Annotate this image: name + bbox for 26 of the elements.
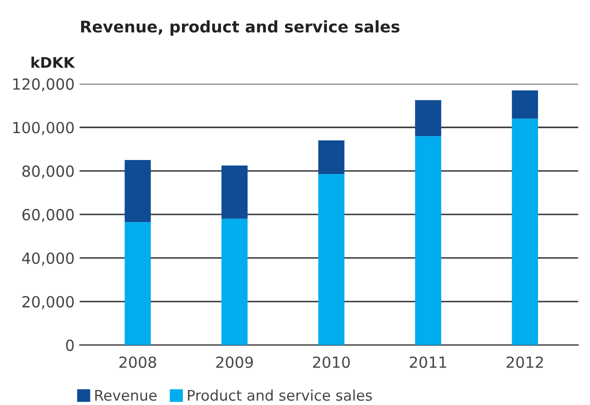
x-tick-label: 2010 xyxy=(313,356,350,368)
x-tick-label: 2008 xyxy=(119,356,156,368)
bar xyxy=(221,165,248,219)
y-tick-label: 80,000 xyxy=(22,165,74,178)
legend-label: Product and service sales xyxy=(188,390,372,401)
y-axis-title: kDKK xyxy=(31,56,76,68)
bar xyxy=(415,100,442,136)
x-tick-label: 2009 xyxy=(216,356,253,368)
bar xyxy=(124,160,151,222)
legend-label: Revenue xyxy=(95,390,157,401)
x-tick-label: 2011 xyxy=(410,356,446,368)
y-tick-label: 20,000 xyxy=(22,296,74,310)
y-tick-label: 40,000 xyxy=(22,252,74,266)
bar xyxy=(124,222,151,346)
x-tick-label: 2012 xyxy=(506,356,543,368)
y-tick-label: 100,000 xyxy=(13,122,74,135)
y-tick-label: 120,000 xyxy=(13,78,74,92)
bar xyxy=(415,136,442,346)
bar xyxy=(512,118,538,346)
chart-title: Revenue, product and service sales xyxy=(81,20,400,36)
bar xyxy=(221,218,248,346)
y-tick-label: 60,000 xyxy=(22,208,74,222)
bar xyxy=(512,90,538,119)
bar xyxy=(318,140,344,174)
bar xyxy=(318,174,344,346)
y-tick-label: 0 xyxy=(66,340,74,352)
